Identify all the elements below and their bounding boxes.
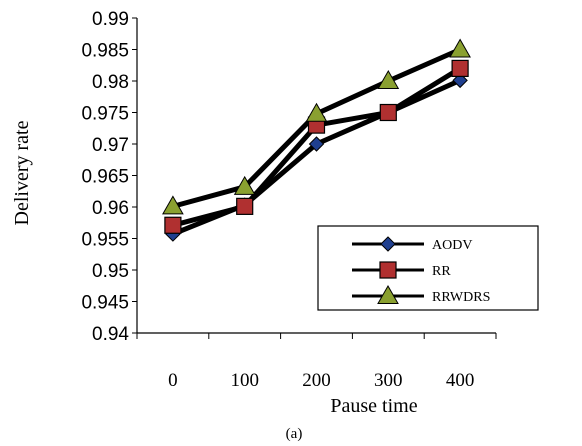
y-tick-label: 0.95 — [92, 261, 129, 282]
data-point-rr — [379, 103, 397, 122]
legend-box — [317, 225, 539, 311]
y-tick-label: 0.985 — [81, 41, 129, 62]
x-tick-label: 0 — [168, 370, 178, 391]
legend-marker-rrwdrs — [377, 284, 399, 304]
figure-caption: (a) — [286, 426, 303, 442]
data-point-rrwdrs — [233, 175, 256, 195]
y-tick-label: 0.945 — [81, 293, 129, 314]
y-tick-label: 0.96 — [92, 198, 129, 219]
data-point-rrwdrs — [162, 195, 184, 215]
axes — [132, 17, 497, 339]
data-point-rrwdrs — [377, 69, 400, 89]
series-markers — [162, 38, 471, 242]
data-point-rr — [451, 59, 469, 78]
x-tick-label: 100 — [230, 370, 259, 391]
legend: AODV RR RRWDRS — [317, 225, 539, 311]
y-tick-label: 0.94 — [92, 324, 129, 345]
data-point-rr — [164, 216, 182, 234]
y-tick-label: 0.99 — [92, 9, 129, 30]
x-tick-label: 400 — [446, 370, 475, 391]
y-tick-label: 0.975 — [81, 104, 129, 125]
legend-marker-aodv — [380, 236, 396, 252]
y-tick-label: 0.97 — [92, 135, 129, 156]
y-tick-label: 0.98 — [92, 72, 129, 93]
data-point-rrwdrs — [305, 102, 328, 122]
legend-label-rrwdrs: RRWDRS — [432, 290, 490, 305]
x-tick-label: 200 — [302, 370, 331, 391]
legend-label-rr: RR — [432, 264, 451, 279]
y-tick-label: 0.955 — [81, 230, 129, 251]
data-point-rr — [236, 197, 254, 215]
legend-label-aodv: AODV — [432, 238, 472, 253]
x-tick-label: 300 — [374, 370, 403, 391]
data-point-rrwdrs — [449, 38, 471, 58]
legend-marker-rr — [379, 261, 397, 279]
y-axis-title: Delivery rate — [11, 120, 33, 225]
data-point-aodv — [308, 136, 325, 152]
y-tick-labels: 0.94 0.945 0.95 0.955 0.96 0.965 0.97 0.975 0.98… — [81, 9, 129, 345]
x-axis-title: Pause time — [330, 395, 417, 417]
y-tick-label: 0.965 — [81, 167, 129, 188]
x-tick-labels: 0 100 200 300 400 — [168, 370, 474, 391]
